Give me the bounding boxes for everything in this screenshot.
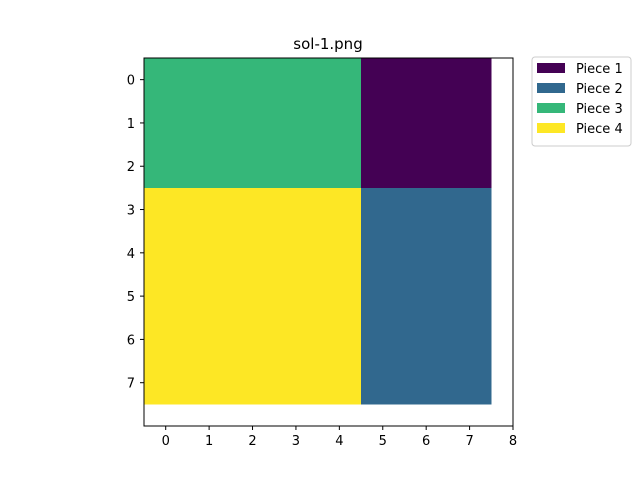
y-axis: 0 1 2 3 4 5 6 7 [127,74,144,392]
piece-cells [144,58,492,405]
legend-swatch-3 [537,103,565,113]
y-tick-label: 4 [127,247,135,262]
x-axis: 0 1 2 3 4 5 6 7 8 [162,426,517,449]
legend-swatch-2 [537,83,565,93]
y-tick-label: 5 [127,290,135,305]
legend-label-3: Piece 3 [576,102,623,117]
legend-label-4: Piece 4 [576,122,623,137]
y-tick-label: 1 [127,117,135,132]
y-tick-label: 3 [127,204,135,219]
x-tick-label: 3 [292,434,300,449]
y-tick-label: 0 [127,74,135,89]
y-tick-label: 7 [127,377,135,392]
piece-block-2 [361,187,492,405]
legend-label-2: Piece 2 [576,82,623,97]
x-tick-label: 1 [205,434,213,449]
x-tick-label: 8 [509,434,517,449]
x-tick-label: 5 [379,434,387,449]
x-tick-label: 2 [248,434,256,449]
axes-frame [143,57,514,427]
y-tick-label: 2 [127,160,135,175]
piece-block-3 [144,58,362,188]
legend-swatch-1 [537,63,565,73]
legend-label-1: Piece 1 [576,62,623,77]
x-tick-label: 6 [422,434,430,449]
legend-swatch-4 [537,123,565,133]
piece-block-4 [144,187,362,405]
x-tick-label: 4 [335,434,343,449]
y-tick-label: 6 [127,333,135,348]
chart-title: sol-1.png [293,35,362,53]
x-tick-label: 7 [465,434,473,449]
piece-block-1 [361,58,492,188]
x-tick-label: 0 [162,434,170,449]
legend: Piece 1 Piece 2 Piece 3 Piece 4 [531,56,632,147]
